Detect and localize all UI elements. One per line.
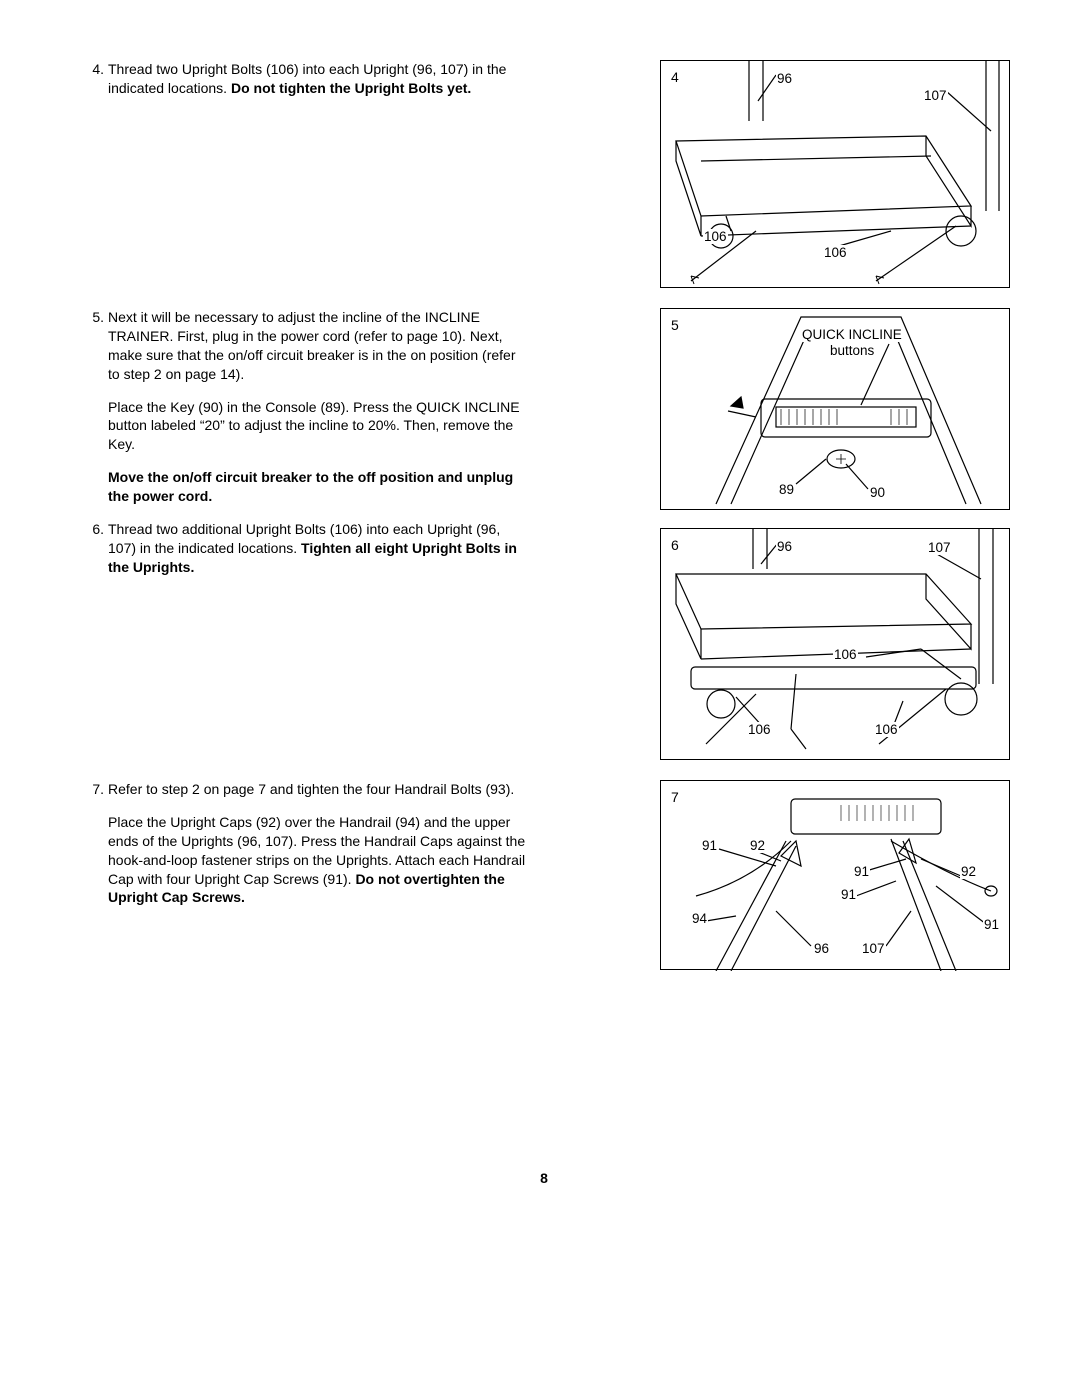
fig4-callout-106a: 106	[703, 229, 728, 244]
step-5-p3: Move the on/off circuit breaker to the o…	[108, 468, 528, 506]
figure-6-diagram	[661, 529, 1011, 761]
step-5: 5. Next it will be necessary to adjust t…	[78, 308, 528, 520]
fig6-callout-106b: 106	[747, 722, 772, 737]
fig7-callout-107: 107	[861, 941, 886, 956]
step-5-number: 5.	[78, 308, 108, 520]
fig4-callout-106b: 106	[823, 245, 848, 260]
fig6-callout-106a: 106	[833, 647, 858, 662]
step-6-number: 6.	[78, 520, 108, 591]
fig7-callout-96: 96	[813, 941, 830, 956]
step-7-number: 7.	[78, 780, 108, 921]
fig7-callout-94: 94	[691, 911, 708, 926]
fig6-callout-96: 96	[776, 539, 793, 554]
fig7-callout-91d: 91	[983, 917, 1000, 932]
fig7-callout-91a: 91	[701, 838, 718, 853]
step-5-6-row: 5. Next it will be necessary to adjust t…	[78, 308, 1010, 760]
figure-4-number: 4	[671, 69, 679, 85]
figure-6: 6	[660, 528, 1010, 760]
fig6-callout-106c: 106	[874, 722, 899, 737]
figure-7: 7	[660, 780, 1010, 970]
figure-6-number: 6	[671, 537, 679, 553]
step-4-row: 4. Thread two Upright Bolts (106) into e…	[78, 60, 1010, 288]
fig5-label2: buttons	[829, 343, 875, 358]
figure-7-diagram	[661, 781, 1011, 971]
step-7-p1: Refer to step 2 on page 7 and tighten th…	[108, 780, 528, 799]
step-4-number: 4.	[78, 60, 108, 112]
step-7-row: 7. Refer to step 2 on page 7 and tighten…	[78, 780, 1010, 970]
step-7: 7. Refer to step 2 on page 7 and tighten…	[78, 780, 528, 921]
step-4: 4. Thread two Upright Bolts (106) into e…	[78, 60, 528, 112]
fig5-callout-89: 89	[778, 482, 795, 497]
fig5-callout-90: 90	[869, 485, 886, 500]
step-5-p1: Next it will be necessary to adjust the …	[108, 308, 528, 384]
step-5-p2: Place the Key (90) in the Console (89). …	[108, 398, 528, 455]
fig7-callout-92b: 92	[960, 864, 977, 879]
fig4-callout-107: 107	[923, 88, 948, 103]
fig5-label1: QUICK INCLINE	[801, 327, 903, 342]
fig7-callout-91c: 91	[840, 887, 857, 902]
figure-5-number: 5	[671, 317, 679, 333]
fig6-callout-107: 107	[927, 540, 952, 555]
step-4-bold: Do not tighten the Upright Bolts yet.	[231, 80, 471, 96]
figure-5: 5	[660, 308, 1010, 510]
fig7-callout-92a: 92	[749, 838, 766, 853]
fig7-callout-91b: 91	[853, 864, 870, 879]
fig4-callout-96: 96	[776, 71, 793, 86]
page-number: 8	[78, 1170, 1010, 1186]
page: 4. Thread two Upright Bolts (106) into e…	[0, 0, 1080, 1226]
step-6: 6. Thread two additional Upright Bolts (…	[78, 520, 528, 591]
figure-4: 4	[660, 60, 1010, 288]
figure-7-number: 7	[671, 789, 679, 805]
